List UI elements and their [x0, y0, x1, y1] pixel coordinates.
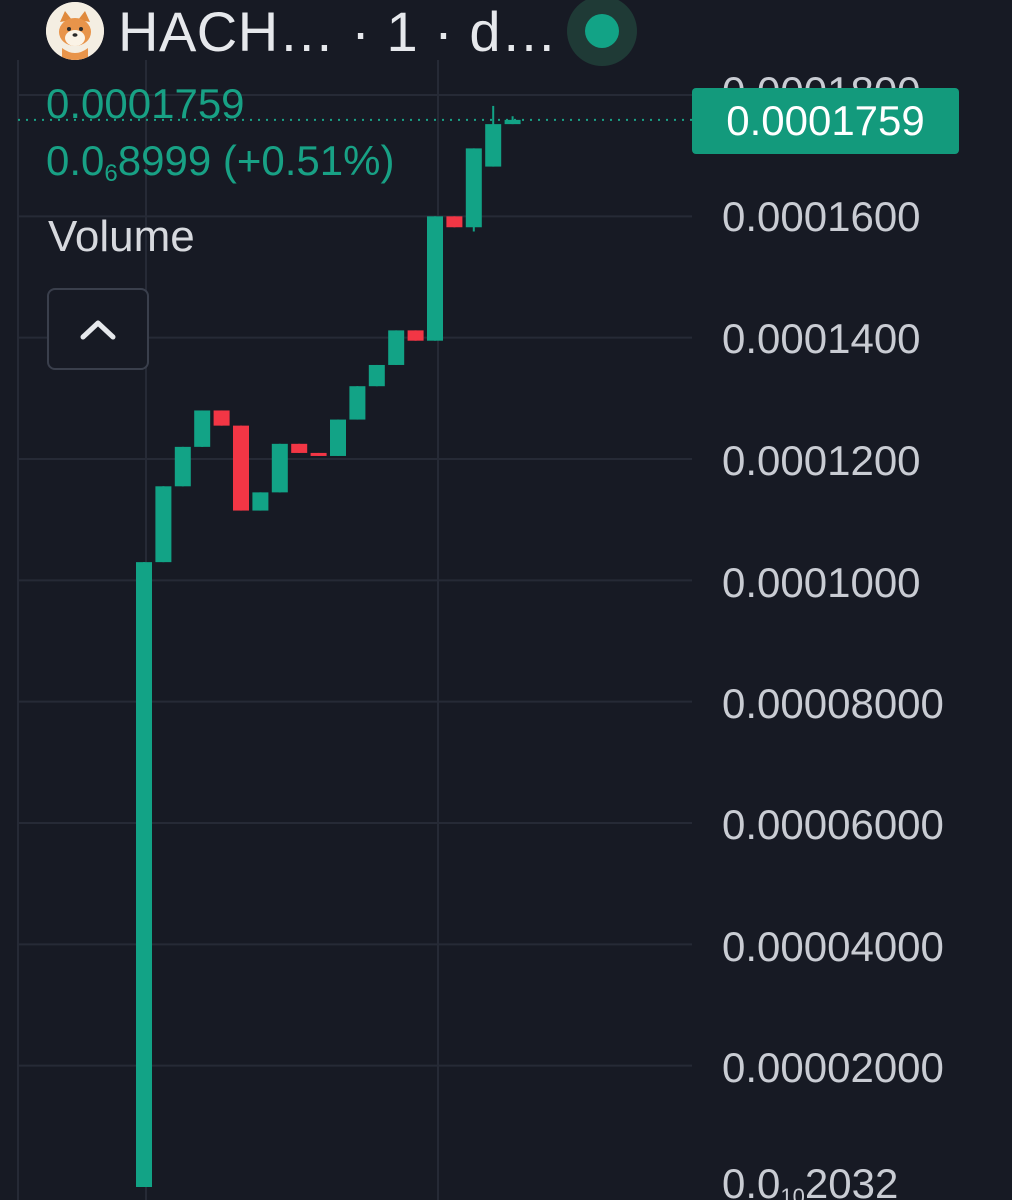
candle[interactable] — [388, 330, 405, 365]
price-change-value: 0.068999 (+0.51%) — [46, 137, 394, 188]
symbol-title[interactable]: HACH… · 1 · d… — [118, 0, 558, 64]
candle-body — [213, 410, 230, 426]
collapse-indicators-button[interactable] — [47, 288, 149, 370]
volume-indicator-label[interactable]: Volume — [48, 212, 195, 261]
candle-body — [310, 452, 327, 456]
axis-label: 0.0001000 — [722, 559, 921, 606]
candle[interactable] — [446, 216, 463, 228]
candle[interactable] — [465, 148, 482, 232]
live-status-dot-icon[interactable] — [567, 0, 637, 66]
last-price-tag: 0.0001759 — [692, 88, 959, 154]
candle[interactable] — [136, 562, 152, 1187]
candle-body — [504, 119, 521, 125]
change-rest: 8999 (+0.51%) — [117, 137, 395, 184]
axis-label-bottom: 0.0102032 — [722, 1160, 898, 1200]
axis-bottom-zero-count: 10 — [780, 1184, 805, 1200]
candle-body — [330, 419, 346, 456]
candle[interactable] — [368, 364, 385, 387]
candle[interactable] — [349, 386, 366, 420]
candle-body — [233, 425, 249, 511]
candle[interactable] — [427, 216, 443, 341]
candle-body — [136, 562, 152, 1187]
candles-layer — [136, 105, 521, 1187]
candle[interactable] — [174, 446, 191, 487]
candle-body — [349, 386, 366, 420]
candle[interactable] — [271, 443, 288, 493]
candle[interactable] — [194, 410, 211, 447]
candle-body — [368, 364, 385, 387]
candle-body — [465, 148, 482, 228]
candle[interactable] — [291, 443, 308, 453]
shiba-dog-logo-icon — [46, 2, 104, 60]
axis-label: 0.00006000 — [722, 801, 944, 848]
interval-label: · 1 · d… — [335, 0, 558, 63]
status-dot — [585, 14, 619, 48]
candle[interactable] — [213, 410, 230, 426]
candle[interactable] — [485, 105, 502, 167]
candle-body — [194, 410, 211, 447]
candle[interactable] — [407, 330, 424, 341]
candle-body — [446, 216, 463, 228]
axis-bottom-rest: 2032 — [804, 1160, 899, 1200]
axis-label: 0.0001400 — [722, 315, 921, 362]
candle[interactable] — [155, 486, 172, 563]
change-zero-count: 6 — [104, 160, 118, 187]
axis-bottom-prefix: 0.0 — [722, 1160, 781, 1200]
axis-label: 0.00008000 — [722, 680, 944, 727]
candle-body — [252, 492, 269, 511]
candle[interactable] — [252, 492, 269, 511]
candle-body — [427, 216, 443, 341]
candle[interactable] — [504, 116, 521, 125]
candle-body — [388, 330, 405, 365]
candle[interactable] — [330, 419, 346, 456]
last-price-value: 0.0001759 — [46, 80, 245, 127]
candle-body — [155, 486, 172, 563]
axis-label: 0.00004000 — [722, 923, 944, 970]
candle-body — [271, 443, 288, 493]
chevron-up-icon — [80, 320, 116, 340]
change-prefix: 0.0 — [46, 137, 105, 184]
candle-body — [174, 446, 191, 487]
candle-body — [291, 443, 308, 453]
axis-label: 0.00002000 — [722, 1044, 944, 1091]
candle-body — [407, 330, 424, 341]
candle-body — [485, 124, 502, 167]
symbol-name: HACH… — [118, 0, 336, 63]
candle[interactable] — [310, 452, 327, 456]
chart-header[interactable]: HACH… · 1 · d… — [46, 0, 558, 63]
candle[interactable] — [233, 425, 249, 511]
axis-label: 0.0001600 — [722, 193, 921, 240]
axis-label: 0.0001200 — [722, 437, 921, 484]
